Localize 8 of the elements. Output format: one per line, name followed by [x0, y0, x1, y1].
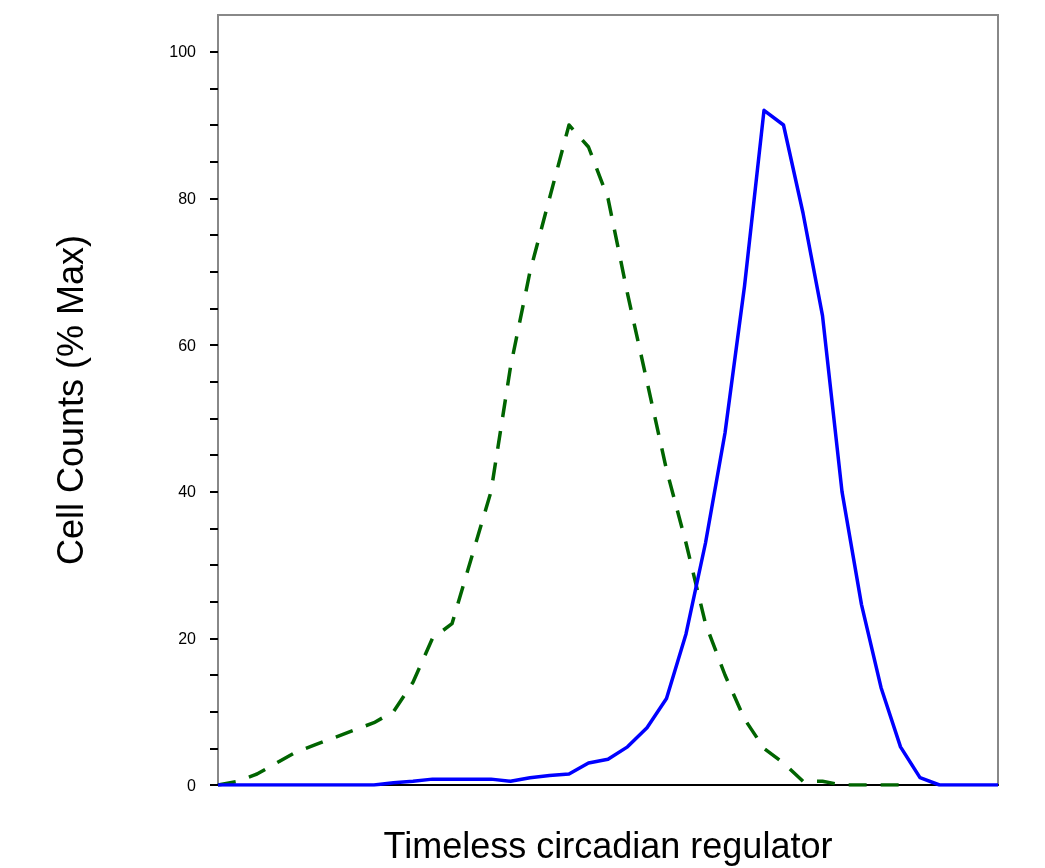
x-axis-title: Timeless circadian regulator: [383, 824, 833, 866]
y-tick-label: 20: [178, 629, 197, 647]
y-tick-label: 40: [178, 483, 197, 501]
y-tick-label: 60: [178, 336, 197, 354]
y-tick-label: 80: [178, 189, 197, 207]
y-tick-label: 0: [187, 776, 197, 794]
y-axis-title: Cell Counts (% Max): [49, 234, 91, 566]
y-tick-label: 100: [169, 43, 197, 61]
